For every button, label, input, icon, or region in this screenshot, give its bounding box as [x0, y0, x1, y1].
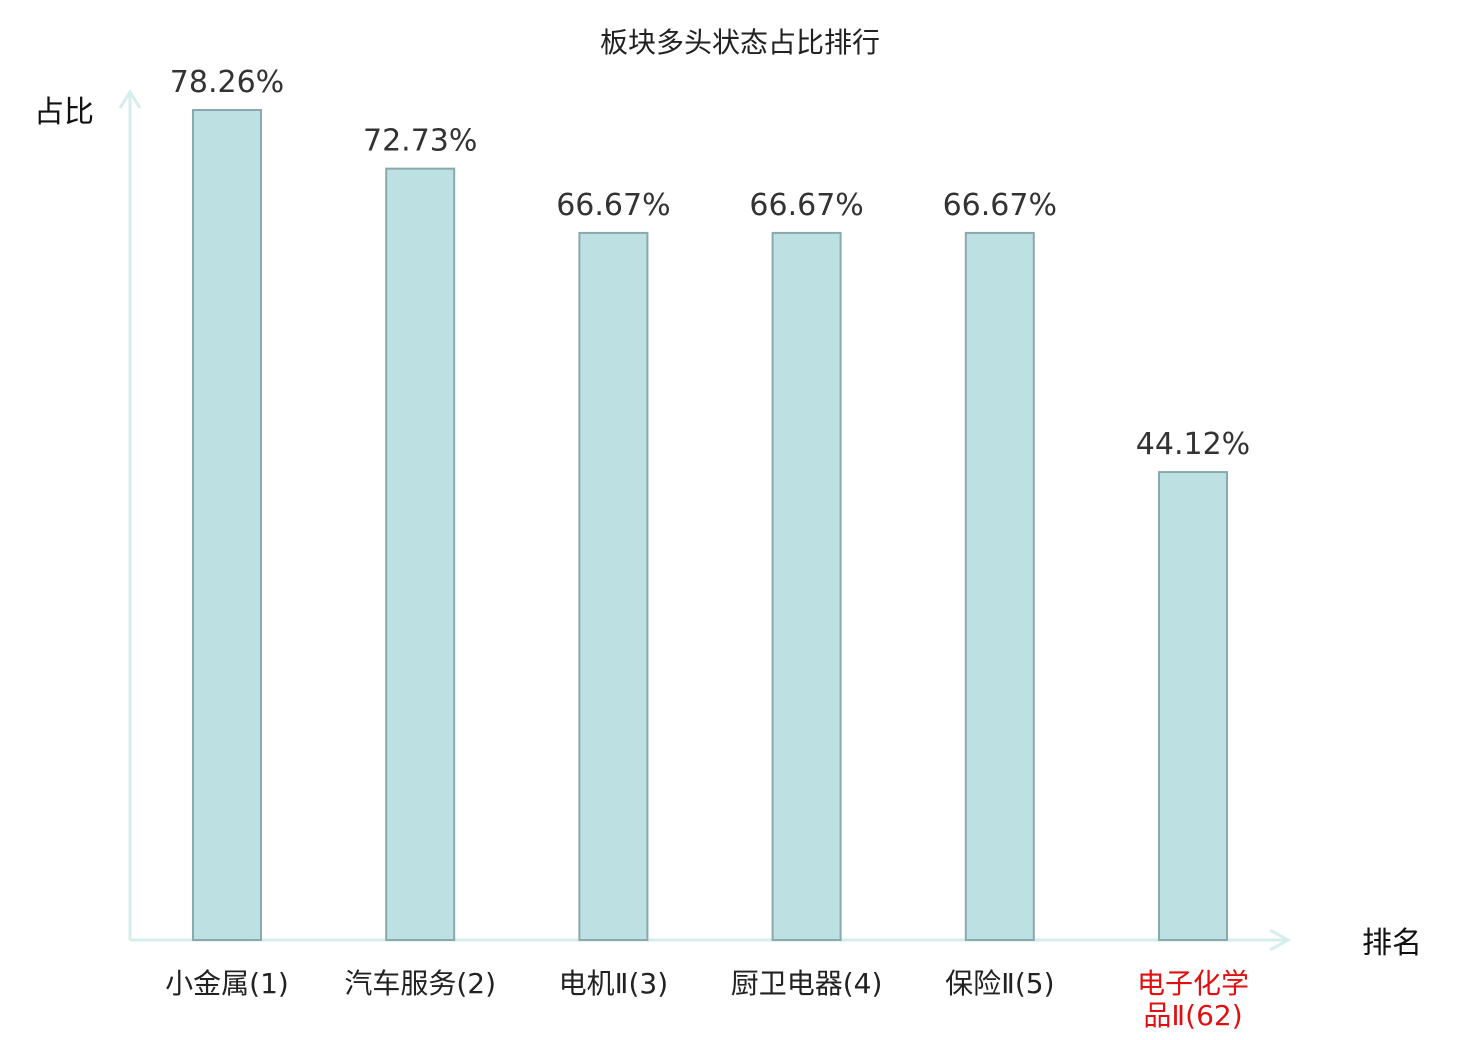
bar-value-label: 78.26% — [170, 65, 284, 100]
bar-value-label: 66.67% — [943, 188, 1057, 223]
y-axis-label: 占比 — [34, 95, 94, 130]
y-axis — [118, 89, 142, 940]
bars-group — [192, 109, 1228, 942]
bar — [385, 167, 456, 942]
value-labels-group: 78.26% 72.73% 66.67% 66.67% 66.67% 44.12% — [170, 65, 1250, 462]
bar — [964, 231, 1035, 942]
x-axis-label: 排名 — [1362, 926, 1422, 961]
category-label: 小金属(1) — [165, 967, 289, 1000]
bar — [1158, 471, 1228, 941]
bar-value-label: 66.67% — [556, 188, 670, 223]
bar-value-label: 72.73% — [363, 124, 477, 159]
bar-value-label: 44.12% — [1136, 427, 1250, 462]
bar-value-label: 66.67% — [749, 188, 863, 223]
bar — [771, 231, 842, 942]
bar — [578, 231, 649, 942]
category-label: 保险Ⅱ(5) — [945, 967, 1054, 1000]
category-label: 品Ⅱ(62) — [1143, 999, 1242, 1032]
category-label: 电机Ⅱ(3) — [559, 967, 668, 1000]
category-label: 厨卫电器(4) — [731, 967, 883, 1000]
category-labels-group: 小金属(1) 汽车服务(2) 电机Ⅱ(3) 厨卫电器(4) 保险Ⅱ(5) 电子化学品Ⅱ(6… — [165, 967, 1249, 1032]
category-label: 汽车服务(2) — [344, 967, 496, 1000]
bar — [192, 109, 262, 941]
x-axis — [130, 928, 1292, 952]
chart-title: 板块多头状态占比排行 — [600, 26, 880, 59]
category-label: 电子化学 — [1137, 967, 1249, 1000]
